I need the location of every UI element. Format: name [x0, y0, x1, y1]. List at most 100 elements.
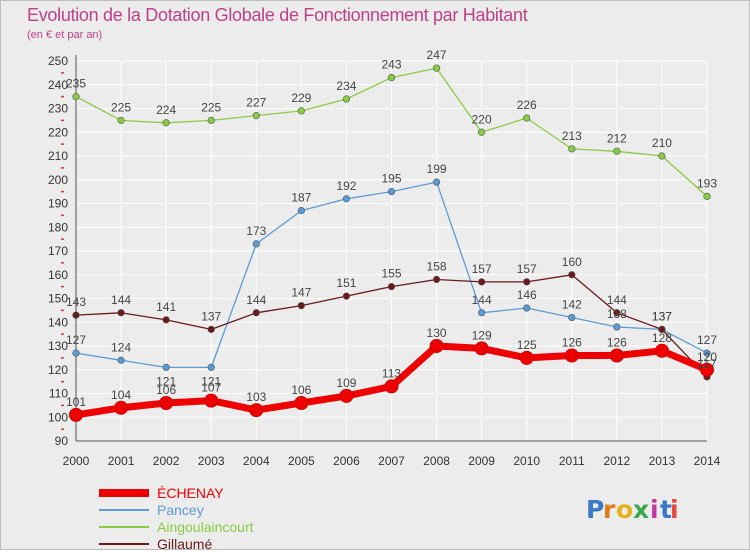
data-label: 137 — [652, 309, 672, 323]
logo-letter: o — [616, 495, 633, 524]
data-point — [478, 309, 486, 317]
data-label: 212 — [607, 131, 627, 145]
data-label: 120 — [697, 350, 717, 364]
data-point — [658, 325, 666, 333]
y-tick-label: 230 — [48, 102, 68, 116]
x-tick-label: 2013 — [649, 454, 676, 468]
data-point — [478, 278, 486, 286]
series — [69, 64, 714, 422]
x-tick-label: 2006 — [333, 454, 360, 468]
data-label: 130 — [427, 326, 447, 340]
data-point — [72, 311, 80, 319]
data-label: 103 — [246, 390, 266, 404]
data-label: 224 — [156, 103, 176, 117]
data-point — [523, 278, 531, 286]
data-point — [387, 283, 396, 291]
x-tick-label: 2011 — [559, 454, 585, 468]
data-label: 193 — [697, 176, 717, 190]
data-label: 121 — [156, 374, 176, 388]
data-point — [384, 379, 399, 394]
data-label: 128 — [652, 331, 672, 345]
data-label: 157 — [517, 262, 537, 276]
data-label: 226 — [517, 98, 537, 112]
data-label: 109 — [336, 376, 356, 390]
data-point — [387, 74, 396, 82]
grid — [75, 60, 708, 442]
y-tick-label: 170 — [48, 244, 68, 258]
y-tick-label: 240 — [48, 78, 68, 92]
data-label: 127 — [66, 333, 86, 347]
data-label: 192 — [336, 179, 356, 193]
data-label: 227 — [246, 96, 266, 110]
data-label: 117 — [697, 357, 716, 371]
data-point — [162, 119, 170, 127]
x-tick-label: 2008 — [423, 454, 450, 468]
x-tick-label: 2009 — [468, 454, 495, 468]
x-tick-label: 2004 — [243, 454, 270, 468]
data-label: 199 — [427, 162, 447, 176]
data-point — [252, 112, 260, 120]
logo-letter: t — [660, 495, 672, 524]
legend-label: Gillaumé — [157, 536, 213, 552]
legend-swatch — [99, 509, 149, 511]
y-tick-label: 110 — [49, 387, 68, 401]
data-label: 127 — [697, 333, 717, 347]
data-label: 113 — [382, 366, 401, 380]
data-point — [207, 325, 215, 333]
x-tick-label: 2012 — [604, 454, 631, 468]
axes: 90 100 110 120 130 140 150 160 170 180 190 200 210 22… — [48, 54, 721, 468]
y-tick-label: 100 — [48, 410, 68, 424]
x-tick-label: 2010 — [513, 454, 540, 468]
data-point — [432, 64, 441, 72]
data-point — [519, 350, 534, 365]
data-label: 101 — [66, 395, 86, 409]
data-point — [72, 93, 80, 101]
data-point — [297, 302, 305, 310]
legend-swatch — [99, 543, 149, 545]
data-point — [249, 403, 264, 418]
chart-subtitle: (en € et par an) — [27, 29, 103, 41]
y-tick-label: 140 — [48, 315, 68, 329]
data-point — [342, 195, 351, 203]
data-label: 141 — [156, 300, 176, 314]
logo-letter: i — [670, 495, 679, 524]
data-label: 138 — [607, 307, 627, 321]
data-point — [478, 128, 486, 136]
data-point — [117, 309, 125, 317]
data-point — [429, 339, 444, 353]
data-point — [252, 240, 260, 248]
data-point — [204, 393, 219, 408]
data-point — [297, 207, 305, 215]
legend-swatch — [99, 526, 149, 528]
data-label: 144 — [607, 293, 627, 307]
legend-label: ÉCHENAY — [157, 485, 224, 501]
x-tick-label: 2003 — [198, 454, 225, 468]
x-tick-label: 2001 — [108, 454, 135, 468]
data-point — [613, 323, 621, 331]
data-point — [564, 348, 579, 363]
y-tick-label: 250 — [48, 54, 68, 68]
data-point — [207, 363, 215, 371]
y-tick-label: 130 — [48, 339, 68, 353]
logo-letter: r — [603, 495, 616, 524]
data-point — [117, 116, 125, 124]
data-point — [609, 348, 624, 363]
data-label: 144 — [246, 293, 266, 307]
y-tick-label: 150 — [48, 292, 68, 306]
y-tick-label: 90 — [55, 434, 69, 448]
data-label: 106 — [291, 383, 311, 397]
data-label: 220 — [472, 112, 492, 126]
data-point — [159, 396, 174, 410]
data-point — [162, 316, 170, 324]
data-label: 125 — [517, 338, 537, 352]
proxiti-logo: Pr o x i ti — [586, 495, 679, 524]
chart-title: Evolution de la Dotation Globale de Fonc… — [27, 5, 528, 25]
y-tick-label: 180 — [48, 220, 68, 234]
data-label: 210 — [652, 136, 672, 150]
data-labels: 235 225 224 225 227 229 234 243 247 220 226 213 212 2… — [66, 48, 717, 409]
data-point — [658, 152, 666, 160]
data-label: 107 — [201, 381, 221, 395]
data-label: 173 — [246, 224, 266, 238]
data-point — [72, 349, 80, 357]
